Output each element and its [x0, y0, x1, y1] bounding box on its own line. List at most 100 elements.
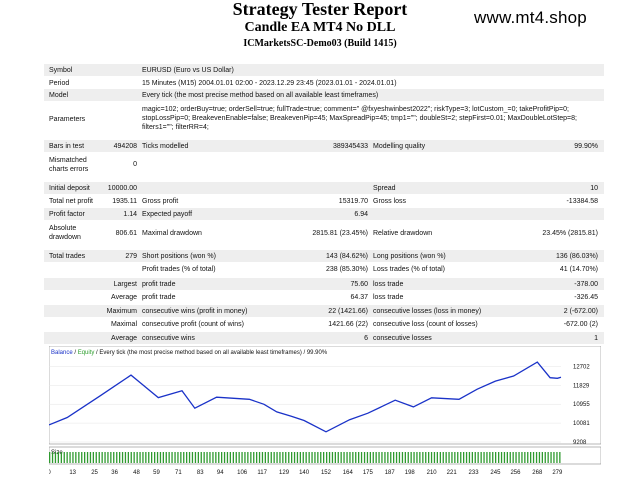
size-bar [457, 452, 459, 463]
mismatched-label-2: charts errors [49, 166, 89, 173]
x-tick-label: 245 [490, 470, 501, 476]
size-bar [430, 452, 433, 463]
profit-trades-value: 238 (85.30%) [325, 266, 368, 273]
size-bar [110, 452, 112, 463]
x-tick-label: 25 [91, 470, 98, 476]
x-tick-label: 268 [532, 470, 543, 476]
size-bar [492, 452, 494, 463]
bars-label: Bars in test [49, 143, 85, 150]
size-bar [174, 452, 176, 463]
size-bar [320, 452, 322, 463]
size-bar [328, 452, 331, 463]
size-bar [393, 452, 395, 463]
largest-loss-label: loss trade [373, 281, 404, 288]
expected-payoff-value: 6.94 [354, 211, 368, 218]
size-bar [477, 452, 479, 463]
size-bar [506, 452, 508, 463]
largest-label: Largest [113, 281, 137, 288]
size-bar [86, 452, 89, 463]
initial-deposit-label: Initial deposit [49, 185, 90, 192]
size-bar [177, 452, 179, 463]
symbol-value: EURUSD (Euro vs US Dollar) [142, 67, 234, 74]
row-shade [44, 89, 604, 101]
size-bar [95, 452, 97, 463]
size-bar [235, 452, 237, 463]
max-consecutive-wins-value: 22 (1421.66) [328, 308, 368, 315]
size-bar [433, 452, 436, 463]
report-subtitle: Candle EA MT4 No DLL [244, 20, 396, 35]
row-shade [44, 278, 604, 290]
size-bar [247, 452, 249, 463]
size-bar [180, 452, 182, 463]
size-bar [113, 452, 115, 463]
size-bar [486, 452, 488, 463]
absolute-drawdown-label-1: Absolute [49, 225, 77, 232]
size-bar [276, 452, 278, 463]
size-bar [407, 452, 409, 463]
size-bar [264, 452, 266, 463]
average-profit-label: profit trade [142, 294, 176, 301]
quality-label: Modelling quality [373, 143, 426, 150]
size-bar [136, 452, 138, 463]
report-title: Strategy Tester Report [232, 0, 408, 19]
x-tick-label: 256 [510, 470, 521, 476]
chart-legend: Balance / Equity / Every tick (the most … [51, 350, 328, 356]
average-label: Average [111, 294, 137, 301]
size-bar [483, 452, 485, 463]
size-bar [250, 452, 252, 463]
x-tick-label: 13 [69, 470, 76, 476]
size-bar [381, 452, 383, 463]
size-bar [84, 452, 86, 463]
size-bar [550, 452, 552, 463]
size-bar [419, 452, 421, 463]
size-bar [439, 452, 441, 463]
size-bar [363, 452, 366, 463]
row-shade [44, 182, 604, 194]
size-bar [480, 452, 482, 463]
size-bar [151, 452, 153, 463]
size-bar [530, 452, 532, 463]
size-bar [116, 452, 118, 463]
x-tick-label: 106 [237, 470, 248, 476]
row-shade [44, 208, 604, 220]
size-bar [305, 452, 307, 463]
size-bar [498, 452, 500, 463]
size-bar [244, 452, 246, 463]
size-bar [299, 452, 301, 463]
size-bar [258, 452, 261, 463]
size-bar [331, 452, 334, 463]
max-consecutive-wins-label: consecutive wins (profit in money) [142, 308, 248, 315]
size-bar [524, 452, 526, 463]
average-profit-value: 64.37 [350, 294, 368, 301]
size-bar [314, 452, 316, 463]
size-bar [171, 452, 173, 463]
size-bar [107, 452, 109, 463]
size-bar [133, 452, 135, 463]
size-bar [489, 452, 491, 463]
model-label: Model [49, 92, 69, 99]
gross-loss-value: -13384.58 [566, 198, 598, 205]
size-bar [191, 452, 194, 463]
x-tick-label: 129 [279, 470, 290, 476]
model-value: Every tick (the most precise method base… [142, 92, 379, 99]
size-bar [302, 452, 304, 463]
size-bar [468, 452, 471, 463]
size-bar [317, 452, 319, 463]
size-bar [471, 452, 473, 463]
size-bar [352, 452, 354, 463]
size-bar [98, 452, 100, 463]
size-bar [241, 452, 243, 463]
size-bar [515, 452, 517, 463]
total-trades-value: 279 [125, 253, 137, 260]
x-tick-label: 140 [299, 470, 310, 476]
relative-drawdown-value: 23.45% (2815.81) [542, 230, 598, 237]
legend-balance: Balance [51, 350, 73, 356]
size-bar [165, 452, 167, 463]
largest-profit-value: 75.60 [350, 281, 368, 288]
size-bar [145, 452, 147, 463]
size-bar [521, 452, 523, 463]
size-bar [209, 452, 211, 463]
legend-equity: Equity [78, 350, 95, 356]
period-value: 15 Minutes (M15) 2004.01.01 02:00 - 2023… [142, 80, 397, 87]
size-bar [282, 452, 284, 463]
